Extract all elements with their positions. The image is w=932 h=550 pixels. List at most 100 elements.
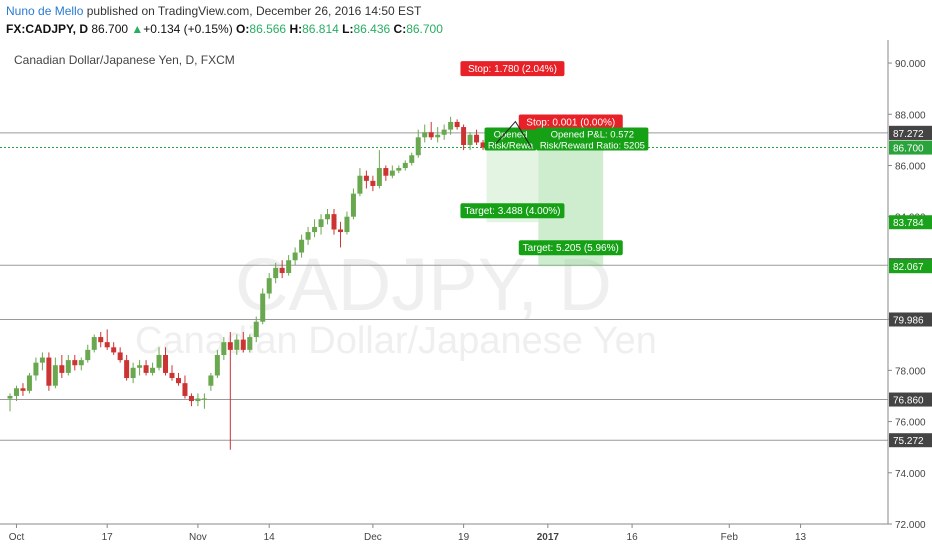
candle-body[interactable] bbox=[435, 134, 441, 138]
candle-body[interactable] bbox=[253, 321, 259, 338]
candle-body[interactable] bbox=[227, 342, 233, 350]
candle-body[interactable] bbox=[370, 180, 376, 186]
candle-body[interactable] bbox=[376, 168, 382, 186]
candle-body[interactable] bbox=[396, 168, 402, 171]
candle-body[interactable] bbox=[279, 267, 285, 274]
candle-body[interactable] bbox=[448, 121, 454, 130]
price-change: +0.134 (+0.15%) bbox=[143, 22, 233, 36]
candle-body[interactable] bbox=[214, 354, 220, 376]
candle-body[interactable] bbox=[91, 337, 97, 350]
y-tick-label: 88.000 bbox=[895, 110, 926, 121]
candle-body[interactable] bbox=[480, 142, 486, 148]
candle-body[interactable] bbox=[415, 137, 421, 156]
candle-body[interactable] bbox=[65, 360, 71, 373]
price-scale[interactable] bbox=[888, 40, 932, 550]
candle-body[interactable] bbox=[305, 232, 311, 240]
x-tick-label: 17 bbox=[102, 532, 114, 543]
candle-body[interactable] bbox=[325, 214, 331, 220]
candle-body[interactable] bbox=[260, 293, 266, 322]
time-scale[interactable] bbox=[0, 524, 888, 550]
candle-body[interactable] bbox=[137, 365, 143, 368]
x-tick-label: Feb bbox=[721, 532, 739, 543]
candle-body[interactable] bbox=[350, 193, 356, 217]
candle-body[interactable] bbox=[234, 339, 240, 350]
candle-body[interactable] bbox=[240, 339, 246, 350]
candle-body[interactable] bbox=[286, 260, 292, 274]
svg-text:87.272: 87.272 bbox=[893, 129, 924, 140]
candle-body[interactable] bbox=[195, 398, 201, 402]
candle-body[interactable] bbox=[266, 278, 272, 294]
svg-text:Opened: Opened bbox=[494, 130, 528, 141]
svg-text:86.700: 86.700 bbox=[893, 144, 924, 155]
candle-body[interactable] bbox=[467, 134, 473, 145]
candle-body[interactable] bbox=[188, 395, 194, 402]
candle-body[interactable] bbox=[150, 367, 156, 373]
candle-body[interactable] bbox=[441, 129, 447, 135]
candle-body[interactable] bbox=[26, 375, 32, 391]
x-tick-label: Oct bbox=[9, 532, 25, 543]
publish-info: published on TradingView.com, December 2… bbox=[86, 4, 422, 18]
candle-body[interactable] bbox=[98, 337, 104, 343]
candle-body[interactable] bbox=[20, 388, 26, 391]
candle-body[interactable] bbox=[409, 155, 415, 163]
candle-body[interactable] bbox=[422, 132, 428, 138]
candle-body[interactable] bbox=[163, 354, 169, 373]
plot-area[interactable] bbox=[0, 40, 888, 524]
candle-body[interactable] bbox=[175, 378, 181, 384]
candle-body[interactable] bbox=[59, 365, 65, 373]
candle-body[interactable] bbox=[389, 170, 395, 176]
candle-body[interactable] bbox=[383, 168, 389, 176]
stop-label: Stop: 0.001 (0.00%) bbox=[518, 114, 623, 130]
open-value: 86.566 bbox=[249, 22, 287, 36]
candle-body[interactable] bbox=[33, 362, 39, 376]
candle-body[interactable] bbox=[208, 375, 214, 386]
candle-body[interactable] bbox=[312, 226, 318, 233]
candle-body[interactable] bbox=[273, 267, 279, 279]
y-tick-label: 86.000 bbox=[895, 161, 926, 172]
candle-body[interactable] bbox=[39, 357, 45, 363]
candle-body[interactable] bbox=[117, 352, 123, 361]
candle-body[interactable] bbox=[7, 395, 13, 399]
candle-body[interactable] bbox=[402, 162, 408, 169]
candle-body[interactable] bbox=[221, 342, 227, 355]
price-axis-label: 86.700 bbox=[889, 140, 932, 155]
candle-body[interactable] bbox=[13, 388, 19, 396]
high-value: 86.814 bbox=[302, 22, 339, 36]
candle-body[interactable] bbox=[124, 360, 130, 379]
author-link[interactable]: Nuno de Mello bbox=[6, 4, 84, 18]
candle-body[interactable] bbox=[78, 360, 84, 366]
stop-label: Stop: 1.780 (2.04%) bbox=[460, 61, 565, 77]
candle-body[interactable] bbox=[318, 219, 324, 227]
candle-body[interactable] bbox=[299, 239, 305, 253]
candle-body[interactable] bbox=[357, 175, 363, 194]
candle-body[interactable] bbox=[182, 383, 188, 396]
candle-body[interactable] bbox=[247, 337, 253, 350]
candle-body[interactable] bbox=[454, 121, 460, 128]
candle-body[interactable] bbox=[72, 360, 78, 366]
candle-body[interactable] bbox=[344, 216, 350, 233]
candle-body[interactable] bbox=[337, 229, 343, 233]
candle-body[interactable] bbox=[130, 367, 136, 379]
watermark-symbol: CADJPY, D bbox=[235, 243, 612, 326]
svg-text:Target: 5.205 (5.96%): Target: 5.205 (5.96%) bbox=[523, 243, 619, 254]
candle-body[interactable] bbox=[111, 347, 117, 353]
symbol-label[interactable]: FX:CADJPY, D bbox=[6, 22, 89, 36]
candle-body[interactable] bbox=[461, 127, 467, 145]
candle-body[interactable] bbox=[52, 365, 58, 386]
candle-body[interactable] bbox=[46, 357, 52, 386]
candle-body[interactable] bbox=[143, 365, 149, 373]
watermark-name: Canadian Dollar/Japanese Yen bbox=[135, 320, 657, 362]
candle-body[interactable] bbox=[201, 398, 207, 400]
candle-body[interactable] bbox=[363, 175, 369, 181]
candle-body[interactable] bbox=[474, 134, 480, 143]
y-tick-label: 74.000 bbox=[895, 469, 926, 480]
candle-body[interactable] bbox=[292, 252, 298, 261]
candle-body[interactable] bbox=[85, 349, 91, 361]
price-axis-label: 82.067 bbox=[889, 259, 932, 274]
candle-body[interactable] bbox=[331, 214, 337, 230]
candle-body[interactable] bbox=[169, 372, 175, 379]
candle-body[interactable] bbox=[104, 342, 110, 348]
candle-body[interactable] bbox=[156, 354, 162, 368]
candle-body[interactable] bbox=[428, 132, 434, 138]
